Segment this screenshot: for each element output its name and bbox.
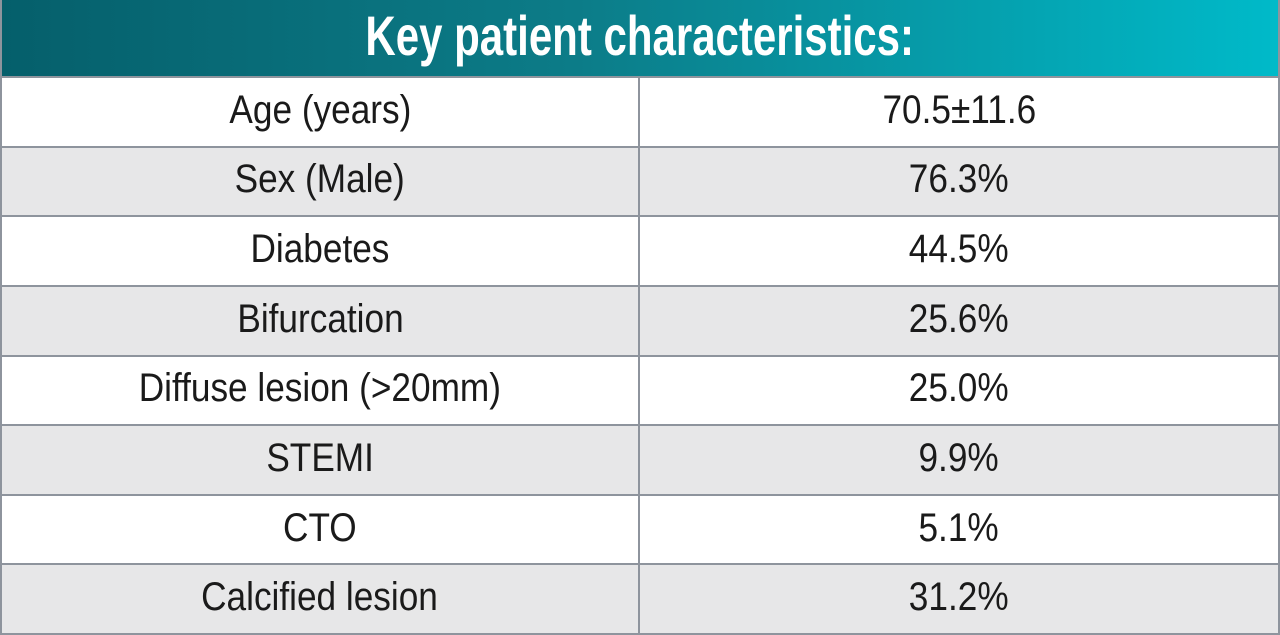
row-label-cell: Diffuse lesion (>20mm) bbox=[2, 356, 640, 425]
row-label: Diffuse lesion (>20mm) bbox=[138, 366, 502, 411]
row-label: Age (years) bbox=[229, 87, 411, 132]
row-value: 25.0% bbox=[909, 366, 1009, 411]
row-value-cell: 5.1% bbox=[640, 496, 1278, 564]
row-label: Bifurcation bbox=[236, 296, 404, 341]
row-label-cell: STEMI bbox=[2, 426, 640, 494]
row-label-cell: Diabetes bbox=[2, 217, 640, 285]
row-value-cell: 31.2% bbox=[640, 565, 1278, 633]
table-row: STEMI 9.9% bbox=[2, 424, 1278, 494]
table-row: Age (years) 70.5±11.6 bbox=[2, 78, 1278, 146]
row-value-cell: 25.0% bbox=[640, 357, 1278, 425]
row-label: STEMI bbox=[266, 435, 374, 480]
row-value-cell: 9.9% bbox=[640, 426, 1278, 494]
row-value: 76.3% bbox=[909, 157, 1009, 202]
row-value: 70.5±11.6 bbox=[882, 87, 1036, 132]
table-header: Key patient characteristics: bbox=[2, 0, 1278, 78]
row-value-cell: 44.5% bbox=[640, 217, 1278, 285]
table-row: Sex (Male) 76.3% bbox=[2, 145, 1278, 216]
row-label-cell: CTO bbox=[2, 495, 640, 564]
row-label: Sex (Male) bbox=[234, 157, 406, 202]
row-value: 44.5% bbox=[909, 227, 1009, 272]
table-row: Calcified lesion 31.2% bbox=[2, 563, 1278, 633]
table-row: Bifurcation 25.6% bbox=[2, 284, 1278, 355]
row-value: 25.6% bbox=[909, 296, 1009, 341]
row-label: Diabetes bbox=[250, 227, 390, 272]
row-label-cell: Bifurcation bbox=[2, 286, 640, 355]
table-title: Key patient characteristics: bbox=[365, 4, 915, 67]
row-value-cell: 25.6% bbox=[640, 287, 1278, 355]
row-value: 9.9% bbox=[918, 435, 1000, 480]
row-value: 5.1% bbox=[918, 505, 1000, 550]
row-value: 31.2% bbox=[909, 575, 1009, 620]
row-label-cell: Age (years) bbox=[2, 78, 640, 146]
row-label-cell: Calcified lesion bbox=[2, 565, 640, 633]
row-value-cell: 70.5±11.6 bbox=[640, 78, 1278, 146]
row-label-cell: Sex (Male) bbox=[2, 147, 640, 216]
table-row: CTO 5.1% bbox=[2, 493, 1278, 564]
table-row: Diffuse lesion (>20mm) 25.0% bbox=[2, 354, 1278, 425]
table-row: Diabetes 44.5% bbox=[2, 215, 1278, 285]
row-label: CTO bbox=[283, 505, 357, 550]
row-label: Calcified lesion bbox=[201, 575, 439, 620]
row-value-cell: 76.3% bbox=[640, 148, 1278, 216]
